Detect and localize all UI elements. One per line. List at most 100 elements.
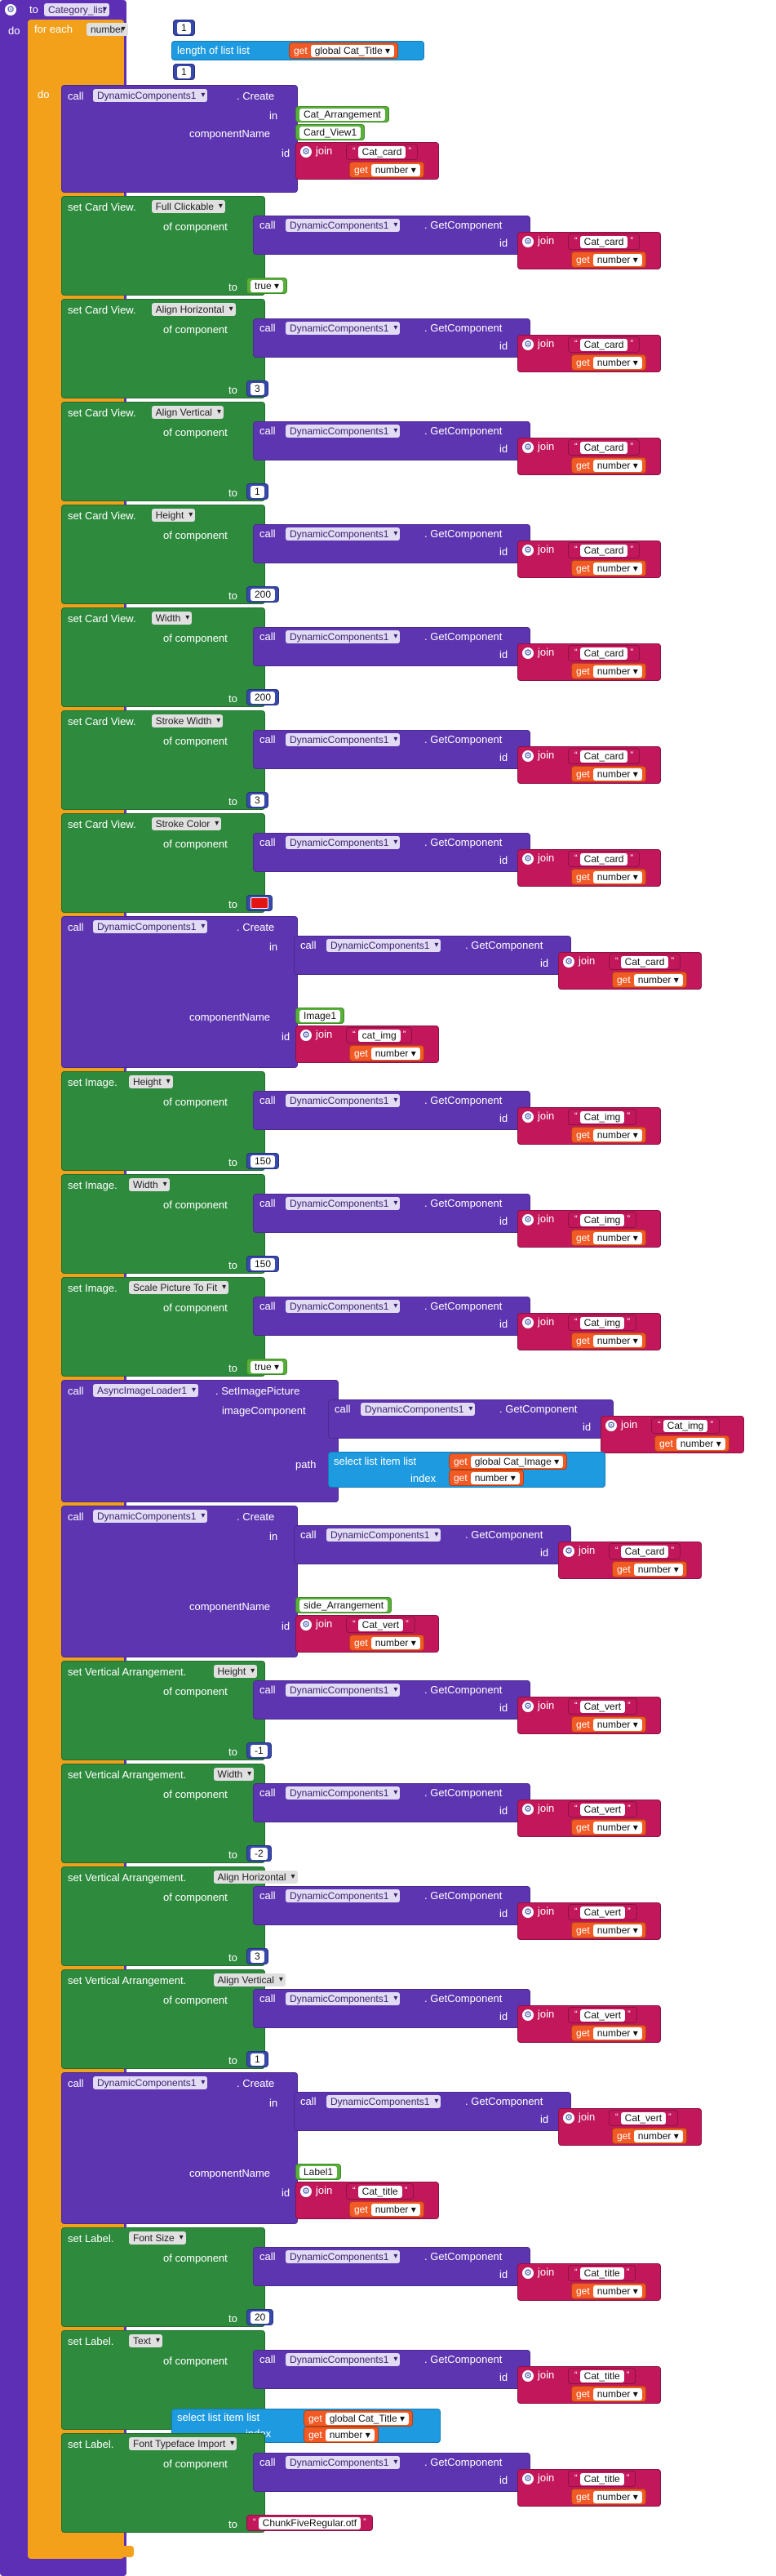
property-dropdown[interactable]: Height	[213, 1665, 258, 1678]
variable-dropdown[interactable]: number ▾	[592, 2491, 642, 2503]
text-literal[interactable]: “Cat_img”	[568, 1109, 637, 1125]
text-value[interactable]: Cat_vert	[579, 2009, 626, 2022]
component-name-text[interactable]: Label1	[295, 2164, 342, 2180]
boolean-dropdown[interactable]: true ▾	[251, 1361, 284, 1373]
component-dropdown[interactable]: DynamicComponents1	[286, 219, 401, 232]
get-number[interactable]: get number ▾	[304, 2427, 379, 2443]
number-value[interactable]: 150	[246, 1256, 280, 1272]
mutator-gear-icon[interactable]: ⚙	[522, 1214, 534, 1226]
component-dropdown[interactable]: DynamicComponents1	[286, 2250, 401, 2263]
mutator-gear-icon[interactable]: ⚙	[522, 2009, 534, 2021]
variable-dropdown[interactable]: number ▾	[370, 164, 420, 176]
component-dropdown[interactable]: DynamicComponents1	[286, 527, 401, 541]
text-value[interactable]: Cat_img	[579, 1214, 625, 1226]
variable-dropdown[interactable]: number ▾	[592, 2285, 642, 2298]
component-dropdown[interactable]: DynamicComponents1	[286, 1992, 401, 2005]
text-value[interactable]: cat_img	[357, 1030, 401, 1042]
number-value[interactable]: 1	[177, 66, 191, 78]
text-value[interactable]: Cat_vert	[579, 1804, 626, 1816]
variable-dropdown[interactable]: number ▾	[592, 1822, 642, 1834]
mutator-gear-icon[interactable]: ⚙	[522, 236, 534, 247]
get-number[interactable]: get number ▾	[571, 1922, 646, 1938]
text-literal[interactable]: “Cat_vert”	[568, 1698, 637, 1715]
mutator-gear-icon[interactable]: ⚙	[300, 2186, 312, 2197]
text-literal[interactable]: “Cat_vert”	[568, 1801, 637, 1817]
variable-dropdown[interactable]: number ▾	[592, 1232, 642, 1244]
number-value[interactable]: 20	[251, 2311, 270, 2324]
text-literal[interactable]: “Cat_vert”	[568, 2007, 637, 2023]
text-literal[interactable]: “Cat_card”	[609, 954, 681, 970]
property-dropdown[interactable]: Scale Picture To Fit	[129, 1281, 229, 1294]
text-literal[interactable]: “Cat_card”	[568, 748, 641, 764]
text-value[interactable]: Cat_vert	[579, 1701, 626, 1713]
component-dropdown[interactable]: DynamicComponents1	[286, 1889, 401, 1902]
number-value[interactable]: 200	[251, 589, 276, 601]
property-dropdown[interactable]: Width	[151, 612, 193, 625]
mutator-gear-icon[interactable]: ⚙	[300, 1619, 312, 1631]
text-literal[interactable]: “Cat_img”	[651, 1417, 721, 1434]
text-value[interactable]: Cat_card	[620, 956, 669, 968]
text-value[interactable]: ChunkFiveRegular.otf	[258, 2517, 361, 2529]
get-number[interactable]: get number ▾	[571, 2489, 646, 2505]
text-value[interactable]: Cat_img	[663, 1420, 708, 1432]
variable-dropdown[interactable]: number ▾	[592, 2388, 642, 2400]
number-value[interactable]: 1	[251, 486, 264, 498]
component-dropdown[interactable]: DynamicComponents1	[286, 836, 401, 849]
variable-dropdown[interactable]: global Cat_Image ▾	[470, 1456, 564, 1468]
get-number[interactable]: get number ▾	[571, 663, 646, 679]
mutator-gear-icon[interactable]: ⚙	[300, 1030, 312, 1041]
text-literal[interactable]: “Cat_title”	[568, 2471, 636, 2487]
mutator-gear-icon[interactable]: ⚙	[522, 2267, 534, 2279]
text-value[interactable]: Cat_title	[357, 2186, 402, 2198]
get-number[interactable]: get number ▾	[612, 2128, 687, 2144]
mutator-gear-icon[interactable]: ⚙	[522, 339, 534, 350]
text-value[interactable]: Cat_vert	[620, 2112, 667, 2124]
variable-dropdown[interactable]: number ▾	[325, 2429, 375, 2441]
number-value[interactable]: 3	[246, 792, 268, 808]
component-dropdown[interactable]: DynamicComponents1	[286, 1684, 401, 1697]
get-number[interactable]: get number ▾	[571, 457, 646, 474]
set-image-picture-block[interactable]	[61, 1380, 339, 1502]
text-literal[interactable]: “Cat_title”	[568, 2265, 636, 2281]
property-dropdown[interactable]: Align Vertical	[213, 1973, 286, 1987]
mutator-gear-icon[interactable]: ⚙	[300, 146, 312, 158]
mutator-gear-icon[interactable]: ⚙	[522, 1317, 534, 1328]
text-value[interactable]: Cat_title	[579, 2370, 624, 2382]
mutator-gear-icon[interactable]: ⚙	[522, 750, 534, 762]
component-dropdown[interactable]: DynamicComponents1	[286, 2353, 401, 2366]
component-dropdown[interactable]: DynamicComponents1	[326, 939, 441, 952]
number-value[interactable]: 20	[246, 2309, 274, 2325]
property-dropdown[interactable]: Font Size	[129, 2231, 186, 2245]
variable-dropdown[interactable]: number ▾	[592, 1129, 642, 1141]
number-value[interactable]: 3	[251, 1951, 264, 1963]
variable-dropdown[interactable]: number ▾	[633, 2130, 683, 2142]
variable-dropdown[interactable]: global Cat_Title ▾	[325, 2413, 409, 2425]
get-number[interactable]: get number ▾	[654, 1435, 729, 1452]
text-literal[interactable]: “Cat_img”	[568, 1315, 637, 1331]
variable-dropdown[interactable]: number ▾	[633, 974, 683, 986]
text-value[interactable]: Cat_card	[357, 146, 406, 158]
number-value[interactable]: 150	[246, 1153, 280, 1169]
stroke-color-block[interactable]	[246, 895, 273, 911]
text-literal[interactable]: “cat_img”	[346, 1027, 413, 1043]
get-number[interactable]: get number ▾	[571, 2386, 646, 2402]
variable-dropdown[interactable]: number ▾	[592, 1924, 642, 1937]
text-literal[interactable]: “Cat_card”	[568, 851, 641, 867]
get-number[interactable]: get number ▾	[571, 869, 646, 885]
text-value[interactable]: Cat_card	[579, 236, 628, 248]
number-value[interactable]: 3	[246, 1948, 268, 1964]
text-value[interactable]: side_Arrangement	[299, 1599, 388, 1612]
mutator-gear-icon[interactable]: ⚙	[563, 956, 574, 968]
create-component-block[interactable]	[61, 85, 298, 193]
text-value[interactable]: Cat_img	[579, 1111, 625, 1123]
variable-dropdown[interactable]: number ▾	[592, 871, 642, 883]
variable-dropdown[interactable]: number ▾	[676, 1438, 725, 1450]
get-number[interactable]: get number ▾	[349, 1635, 424, 1651]
get-number[interactable]: get number ▾	[349, 2201, 424, 2218]
arrangement-text[interactable]: Cat_Arrangement	[295, 106, 389, 122]
mutator-gear-icon[interactable]: ⚙	[522, 1906, 534, 1918]
mutator-gear-icon[interactable]: ⚙	[605, 1420, 617, 1431]
get-number[interactable]: get number ▾	[571, 251, 646, 268]
get-number[interactable]: get number ▾	[612, 1561, 687, 1577]
boolean-dropdown[interactable]: true ▾	[251, 280, 284, 292]
